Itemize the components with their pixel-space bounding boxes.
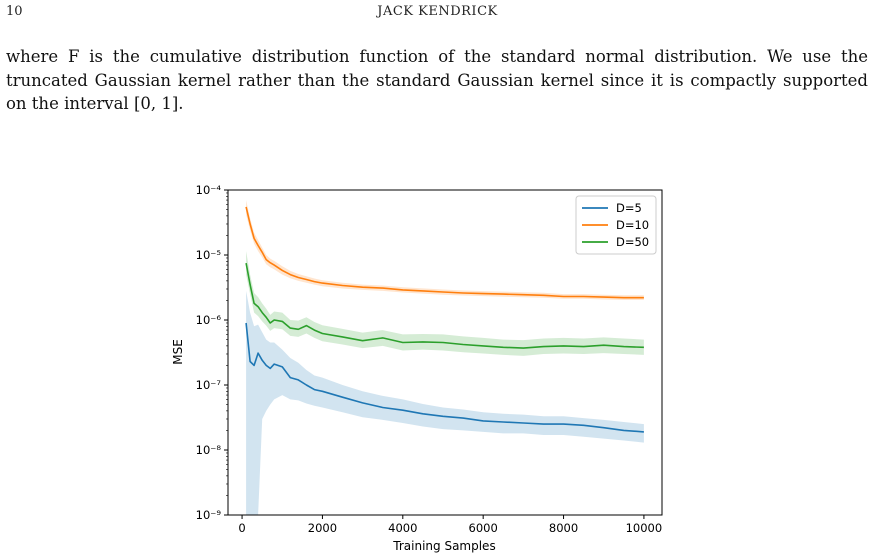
x-axis-label: Training Samples [392, 539, 495, 553]
y-tick-label: 10⁻⁴ [196, 183, 222, 197]
paragraph-lines: where F is the cumulative distribution f… [6, 45, 868, 116]
x-tick-label: 6000 [469, 521, 498, 535]
x-tick-label: 8000 [549, 521, 578, 535]
confidence-bands [246, 200, 644, 515]
x-tick-label: 0 [238, 521, 245, 535]
y-tick-label: 10⁻⁶ [196, 313, 222, 327]
axes-border [227, 189, 663, 516]
running-head: 10 JACK KENDRICK [0, 4, 875, 22]
series-line-d-5 [245, 322, 644, 433]
series-line-d-50 [245, 262, 644, 349]
y-tick-label: 10⁻⁷ [196, 378, 222, 392]
running-title: JACK KENDRICK [377, 4, 498, 19]
y-tick-label: 10⁻⁹ [196, 508, 222, 522]
body-paragraph: where F is the cumulative distribution f… [6, 45, 868, 116]
legend-entry: D=5 [616, 201, 642, 215]
x-tick-label: 2000 [308, 521, 337, 535]
y-tick-label: 10⁻⁵ [196, 248, 222, 262]
x-tick-label: 10000 [626, 521, 663, 535]
y-axis-label: MSE [171, 339, 185, 365]
band-d-50 [246, 251, 644, 356]
legend-box [575, 195, 657, 255]
legend-entry: D=50 [616, 235, 649, 249]
x-axis-ticks: 0 2000 4000 6000 8000 10000 [238, 515, 662, 535]
x-tick-label: 4000 [388, 521, 417, 535]
legend: D=5 D=10 D=50 [575, 195, 657, 255]
series-line-d-10 [245, 206, 644, 299]
legend-entry: D=10 [616, 218, 649, 232]
axes-frame [227, 189, 663, 516]
page-number: 10 [6, 4, 23, 19]
paragraph-line: on the interval [0, 1]. [6, 94, 184, 113]
paragraph-line: truncated Gaussian kernel rather than th… [6, 70, 868, 90]
paragraph-line: where F is the cumulative distribution f… [6, 47, 868, 66]
series-lines [245, 206, 644, 433]
y-tick-label: 10⁻⁸ [196, 443, 222, 457]
y-axis-ticks: 10⁻⁹ 10⁻⁸ 10⁻⁷ 10⁻⁶ 10⁻⁵ 10⁻⁴ [196, 183, 228, 522]
band-d-5 [246, 290, 644, 515]
